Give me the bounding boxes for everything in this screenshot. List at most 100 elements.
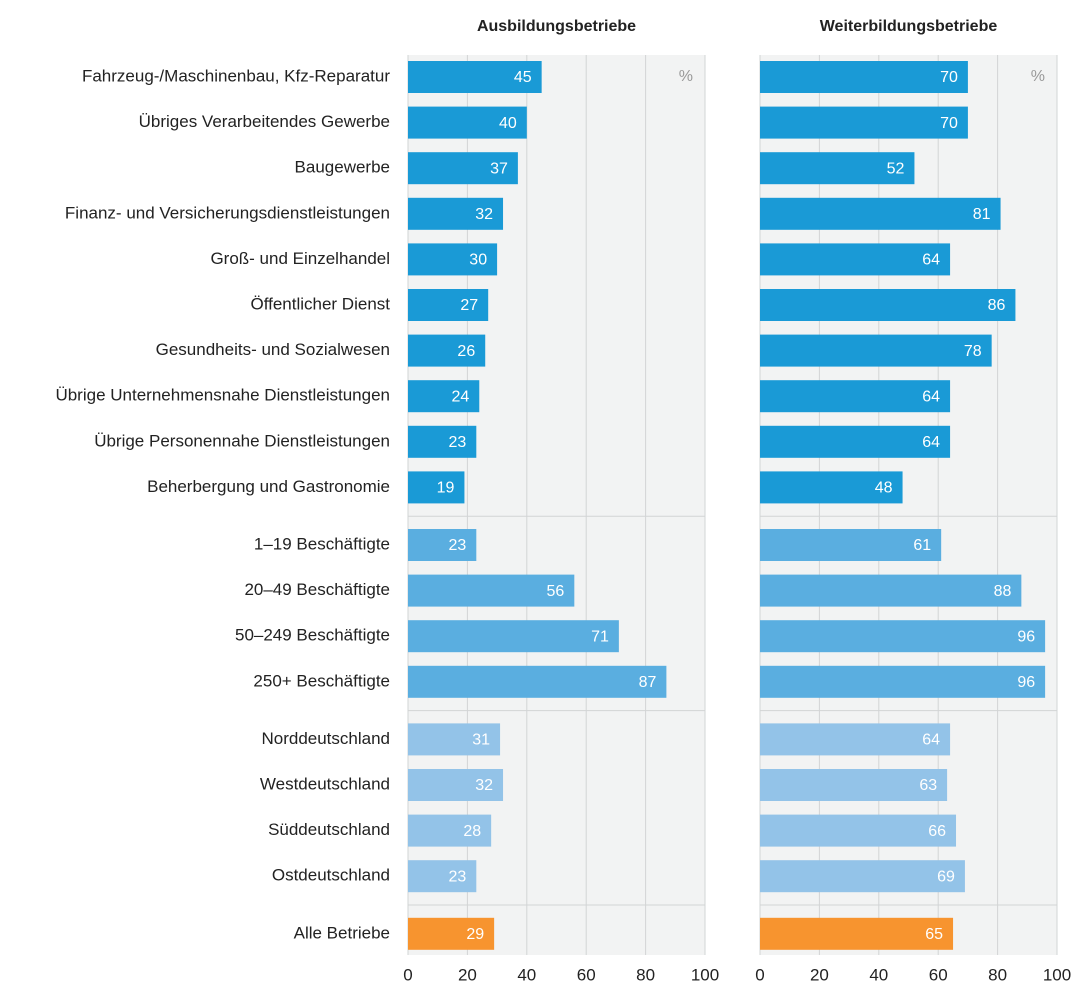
x-tick-label: 40 — [869, 965, 888, 984]
value-label: 40 — [499, 115, 517, 132]
value-label: 71 — [591, 628, 609, 645]
value-label: 86 — [988, 297, 1006, 314]
bar — [408, 769, 504, 801]
x-tick-label: 60 — [929, 965, 948, 984]
value-label: 37 — [490, 160, 508, 177]
bar — [760, 152, 915, 185]
category-label: Westdeutschland — [260, 774, 390, 793]
category-label: Übriges Verarbeitendes Gewerbe — [139, 112, 390, 131]
category-label: Finanz- und Versicherungsdienstleistunge… — [65, 203, 390, 222]
bar — [760, 243, 951, 276]
bar — [408, 289, 489, 321]
value-label: 78 — [964, 343, 982, 360]
bar — [408, 665, 667, 698]
value-label: 88 — [994, 583, 1012, 600]
value-label: 56 — [547, 583, 565, 600]
value-label: 64 — [922, 434, 940, 451]
category-label: Groß- und Einzelhandel — [210, 249, 390, 268]
bar — [408, 529, 477, 561]
bar — [760, 665, 1046, 698]
bar — [408, 620, 619, 653]
value-label: 29 — [466, 926, 484, 943]
bar — [760, 197, 1001, 230]
value-label: 45 — [514, 69, 532, 86]
category-label: Beherbergung und Gastronomie — [147, 477, 390, 496]
bar — [408, 917, 495, 950]
value-label: 87 — [639, 674, 657, 691]
x-tick-label: 100 — [1043, 965, 1071, 984]
value-label: 23 — [449, 434, 467, 451]
x-tick-label: 60 — [577, 965, 596, 984]
value-label: 48 — [875, 480, 893, 497]
category-label: 250+ Beschäftigte — [253, 671, 390, 690]
bar — [760, 723, 951, 756]
category-label: Baugewerbe — [295, 158, 390, 177]
x-tick-label: 0 — [403, 965, 412, 984]
x-tick-label: 40 — [517, 965, 536, 984]
bar — [760, 334, 992, 367]
value-label: 64 — [922, 732, 940, 749]
value-label: 27 — [460, 297, 478, 314]
bar — [760, 574, 1022, 607]
value-label: 19 — [437, 480, 455, 497]
bar — [408, 197, 504, 230]
unit-label: % — [679, 68, 693, 85]
value-label: 26 — [457, 343, 475, 360]
bar — [408, 425, 477, 458]
x-tick-label: 80 — [636, 965, 655, 984]
bar — [760, 769, 948, 801]
value-label: 28 — [463, 823, 481, 840]
category-label: 1–19 Beschäftigte — [254, 534, 390, 553]
bar — [408, 723, 501, 756]
bar — [760, 471, 903, 504]
bar — [760, 620, 1046, 653]
bar — [408, 860, 477, 893]
bar — [760, 860, 965, 893]
bar — [408, 61, 542, 93]
value-label: 96 — [1017, 628, 1035, 645]
value-label: 64 — [922, 388, 940, 405]
panel-title: Ausbildungsbetriebe — [477, 18, 636, 35]
x-tick-label: 20 — [810, 965, 829, 984]
value-label: 65 — [925, 926, 943, 943]
value-label: 81 — [973, 206, 991, 223]
value-label: 32 — [475, 777, 493, 794]
panel-title: Weiterbildungsbetriebe — [820, 18, 998, 35]
x-tick-label: 100 — [691, 965, 719, 984]
category-label: Alle Betriebe — [294, 923, 390, 942]
value-label: 70 — [940, 115, 958, 132]
value-label: 70 — [940, 69, 958, 86]
bar — [408, 471, 465, 504]
category-label: Ostdeutschland — [272, 866, 390, 885]
x-tick-label: 0 — [755, 965, 764, 984]
bar — [408, 574, 575, 607]
category-label: Öffentlicher Dienst — [250, 294, 390, 313]
x-tick-label: 20 — [458, 965, 477, 984]
bar — [760, 529, 942, 561]
bar — [408, 814, 492, 847]
value-label: 23 — [449, 868, 467, 885]
bar — [760, 289, 1016, 321]
value-label: 64 — [922, 252, 940, 269]
bar — [760, 917, 954, 950]
value-label: 23 — [449, 537, 467, 554]
x-tick-label: 80 — [988, 965, 1007, 984]
value-label: 69 — [937, 868, 955, 885]
value-label: 32 — [475, 206, 493, 223]
value-label: 63 — [919, 777, 937, 794]
category-label: 20–49 Beschäftigte — [244, 580, 390, 599]
bar — [408, 152, 518, 185]
bar — [408, 106, 527, 139]
category-label: Gesundheits- und Sozialwesen — [156, 340, 390, 359]
value-label: 66 — [928, 823, 946, 840]
category-label: 50–249 Beschäftigte — [235, 626, 390, 645]
bar — [760, 814, 957, 847]
value-label: 30 — [469, 252, 487, 269]
bar — [760, 106, 968, 139]
bar — [408, 243, 498, 276]
value-label: 52 — [887, 160, 905, 177]
category-label: Übrige Unternehmensnahe Dienstleistungen — [55, 386, 390, 405]
bar — [408, 380, 480, 413]
value-label: 24 — [451, 388, 469, 405]
